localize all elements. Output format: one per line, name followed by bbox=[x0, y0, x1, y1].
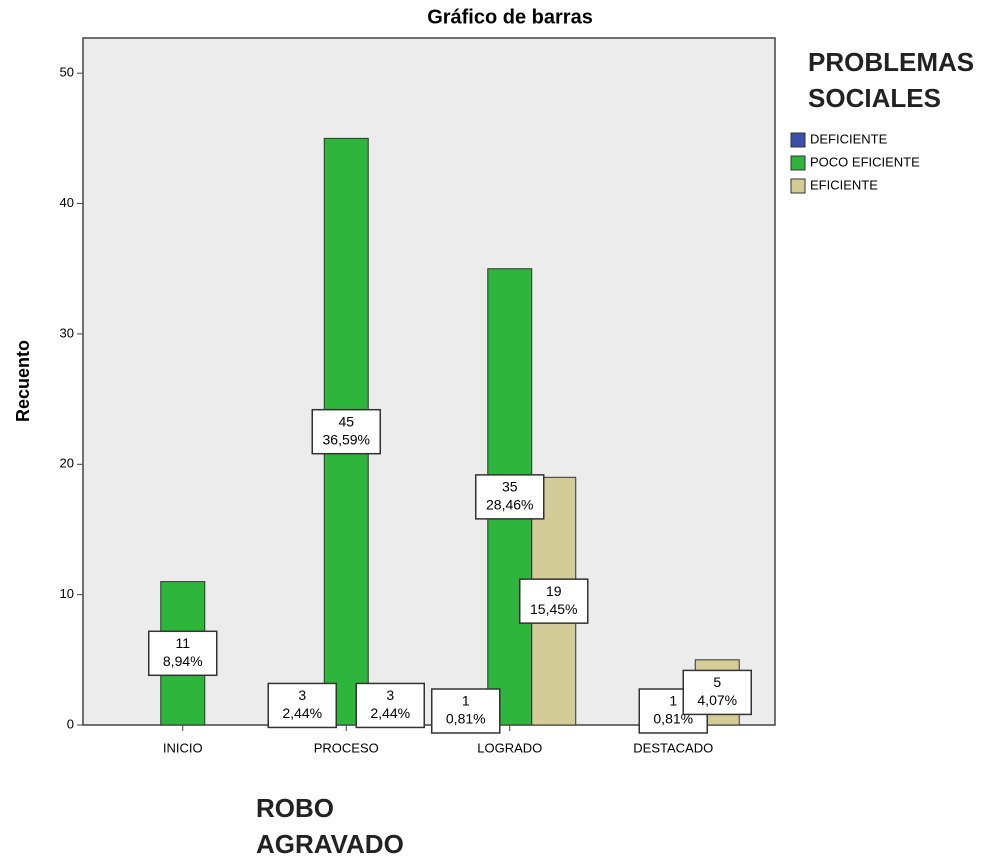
data-label-percent: 28,46% bbox=[486, 497, 533, 513]
data-label: 19 bbox=[546, 583, 562, 599]
x-axis-label: ROBO AGRAVADO bbox=[256, 793, 404, 859]
data-label-percent: 36,59% bbox=[323, 431, 370, 447]
legend-title: PROBLEMAS SOCIALES bbox=[808, 47, 975, 113]
data-label-box bbox=[431, 688, 501, 734]
data-label-box bbox=[148, 630, 218, 677]
y-tick-label: 0 bbox=[67, 716, 74, 731]
data-label: 5 bbox=[713, 674, 721, 690]
legend-swatch bbox=[790, 132, 806, 148]
y-tick-label: 40 bbox=[60, 195, 74, 210]
y-tick-label: 10 bbox=[60, 586, 74, 601]
data-label-percent: 0,81% bbox=[446, 711, 486, 727]
x-tick-label: LOGRADO bbox=[477, 740, 542, 755]
legend-label: EFICIENTE bbox=[810, 177, 878, 192]
data-label: 11 bbox=[175, 635, 190, 651]
data-label-box bbox=[267, 682, 337, 729]
y-tick-label: 50 bbox=[60, 65, 74, 80]
data-label: 35 bbox=[502, 479, 518, 495]
data-label: 3 bbox=[386, 687, 394, 703]
y-tick-label: 20 bbox=[60, 456, 74, 471]
data-label-box bbox=[475, 474, 545, 520]
x-tick-label: INICIO bbox=[163, 740, 203, 755]
data-label: 45 bbox=[338, 413, 354, 429]
x-tick-label: DESTACADO bbox=[633, 740, 713, 755]
x-tick-label: PROCESO bbox=[314, 740, 379, 755]
data-label-box bbox=[311, 408, 381, 455]
chart-title: Gráfico de barras bbox=[427, 6, 593, 28]
data-label-percent: 4,07% bbox=[697, 692, 737, 708]
data-label: 1 bbox=[669, 693, 677, 709]
legend-label: DEFICIENTE bbox=[810, 131, 888, 146]
data-label-percent: 2,44% bbox=[370, 705, 410, 721]
data-label-box bbox=[519, 578, 589, 624]
legend-swatch bbox=[790, 178, 806, 194]
y-axis-label: Recuento bbox=[13, 340, 33, 422]
data-label-box bbox=[682, 669, 752, 716]
y-tick-label: 30 bbox=[60, 325, 74, 340]
legend-label: POCO EFICIENTE bbox=[810, 154, 920, 169]
data-label-percent: 15,45% bbox=[530, 601, 577, 617]
data-label: 3 bbox=[298, 687, 306, 703]
data-label-percent: 2,44% bbox=[282, 705, 322, 721]
data-label-percent: 8,94% bbox=[163, 653, 203, 669]
data-label-box bbox=[355, 682, 425, 729]
data-label: 1 bbox=[462, 693, 470, 709]
legend-swatch bbox=[790, 155, 806, 171]
